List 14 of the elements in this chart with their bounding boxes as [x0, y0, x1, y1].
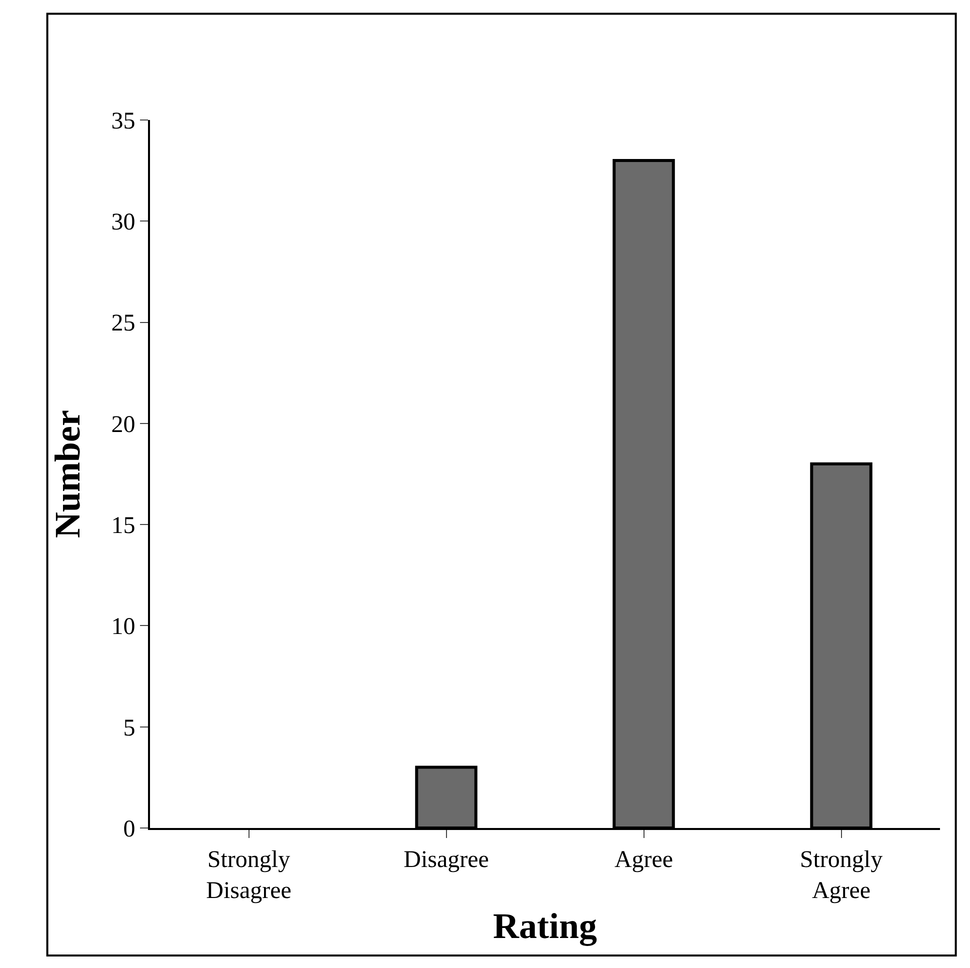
y-tick-label: 5	[123, 715, 136, 742]
x-tick-label: Agree	[614, 846, 674, 873]
y-tick-label: 10	[111, 614, 136, 640]
x-tick-label: Disagree	[404, 846, 489, 873]
x-tick-label: Strongly Agree	[800, 846, 883, 904]
y-tick-label: 0	[123, 816, 136, 842]
x-axis-title: Rating	[492, 906, 598, 946]
y-tick-label: 30	[111, 210, 136, 236]
y-axis-title: Number	[48, 410, 88, 538]
y-tick-label: 25	[111, 310, 136, 337]
y-tick-label: 35	[111, 108, 136, 134]
x-tick-label: Strongly Disagree	[206, 846, 292, 904]
y-tick-label: 15	[111, 512, 136, 539]
y-tick-label: 20	[111, 412, 136, 438]
